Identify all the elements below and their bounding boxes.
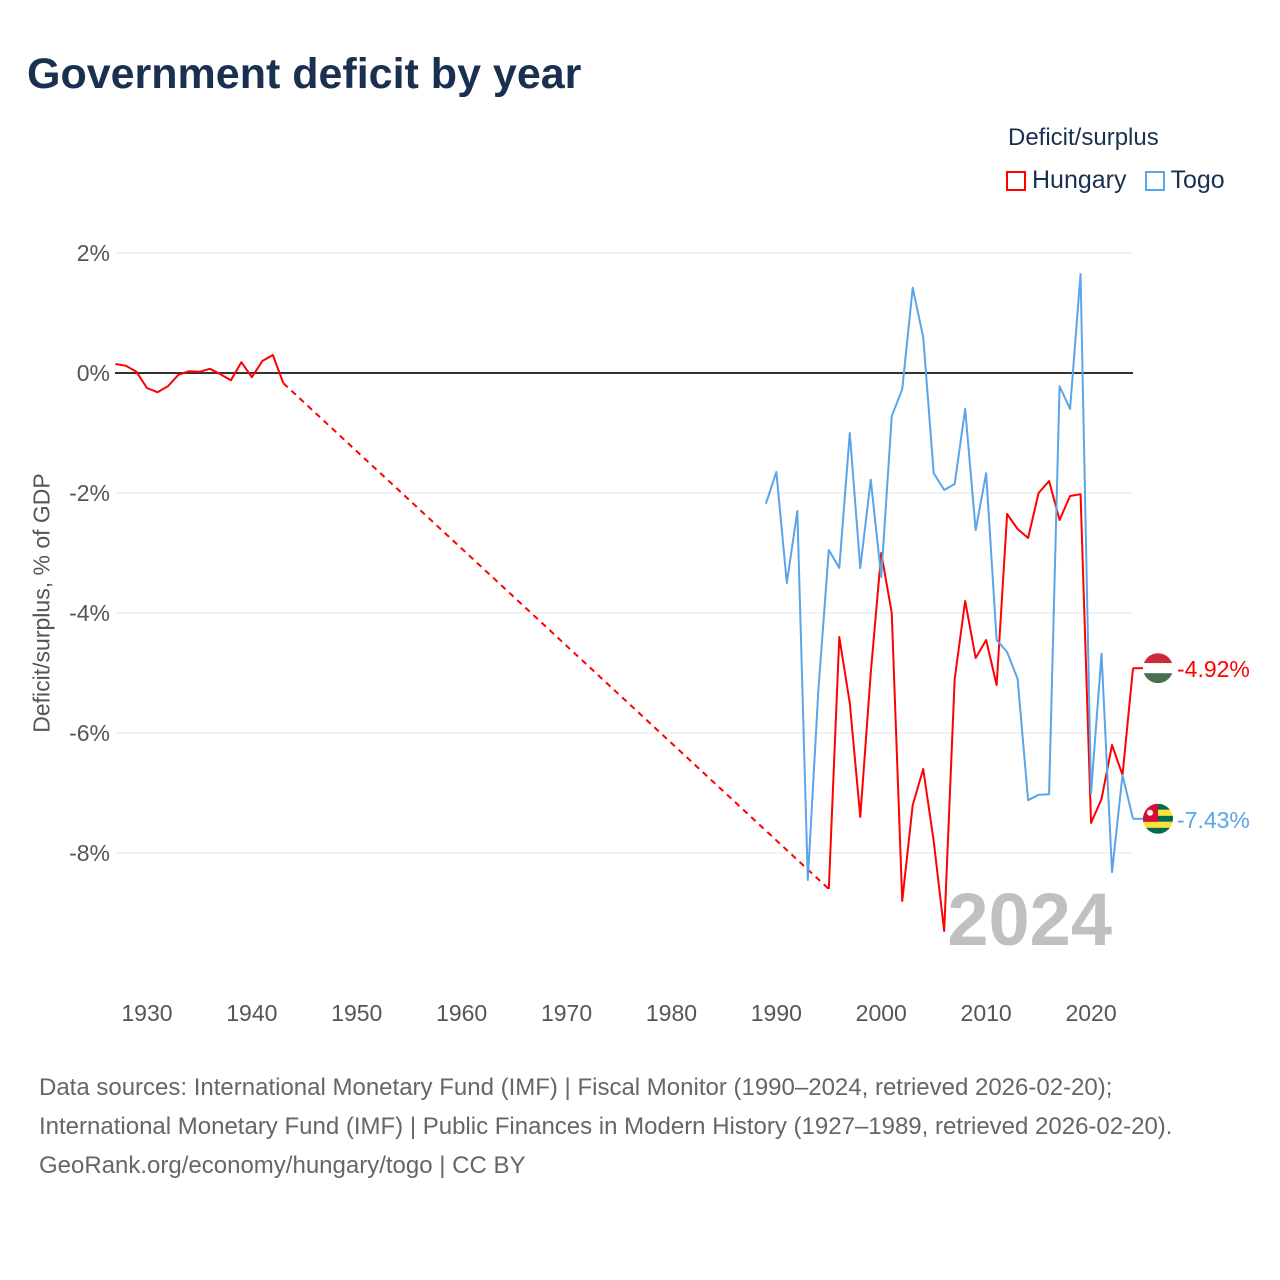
legend-swatch-togo — [1144, 170, 1165, 191]
data-sources: Data sources: International Monetary Fun… — [39, 1074, 1173, 1140]
x-tick-label: 1980 — [646, 1000, 697, 1026]
y-tick-label: -4% — [69, 600, 110, 626]
legend-swatch-hungary — [1006, 170, 1026, 191]
togo-flag-icon — [1143, 803, 1173, 834]
x-tick-label: 2000 — [856, 1000, 907, 1026]
y-tick-label: -8% — [69, 840, 110, 866]
hungary-flag-icon — [1143, 653, 1173, 684]
series-line-togo — [764, 273, 1134, 881]
x-tick-label: 1960 — [436, 1000, 487, 1026]
legend: Hungary Togo — [1006, 166, 1225, 195]
chart-title: Government deficit by year — [27, 50, 582, 98]
series-gap-hungary — [282, 382, 830, 890]
x-tick-label: 2010 — [961, 1000, 1012, 1026]
x-tick-label: 1990 — [751, 1000, 802, 1026]
y-tick-label: 2% — [77, 240, 110, 266]
credit-link[interactable]: GeoRank.org/economy/hungary/togo | CC BY — [39, 1152, 526, 1179]
legend-label: Togo — [1170, 166, 1225, 194]
legend-item-togo[interactable]: Togo — [1144, 166, 1225, 195]
y-tick-label: -6% — [69, 720, 110, 746]
legend-label: Hungary — [1032, 166, 1127, 194]
x-tick-label: 2020 — [1065, 1000, 1116, 1026]
legend-item-hungary[interactable]: Hungary — [1006, 166, 1127, 195]
y-tick-label: -2% — [69, 480, 110, 506]
year-watermark: 2024 — [947, 878, 1112, 961]
end-value-label: -7.43% — [1177, 807, 1250, 833]
x-tick-label: 1950 — [331, 1000, 382, 1026]
x-tick-label: 1930 — [121, 1000, 172, 1026]
y-tick-label: 0% — [77, 360, 110, 386]
x-tick-label: 1970 — [541, 1000, 592, 1026]
x-tick-label: 1940 — [226, 1000, 277, 1026]
series-line-hungary — [827, 480, 1134, 932]
footer: Data sources: International Monetary Fun… — [39, 1068, 1239, 1185]
series-line-hungary — [115, 354, 285, 394]
legend-title: Deficit/surplus — [1008, 124, 1159, 151]
end-value-label: -4.92% — [1177, 656, 1250, 682]
